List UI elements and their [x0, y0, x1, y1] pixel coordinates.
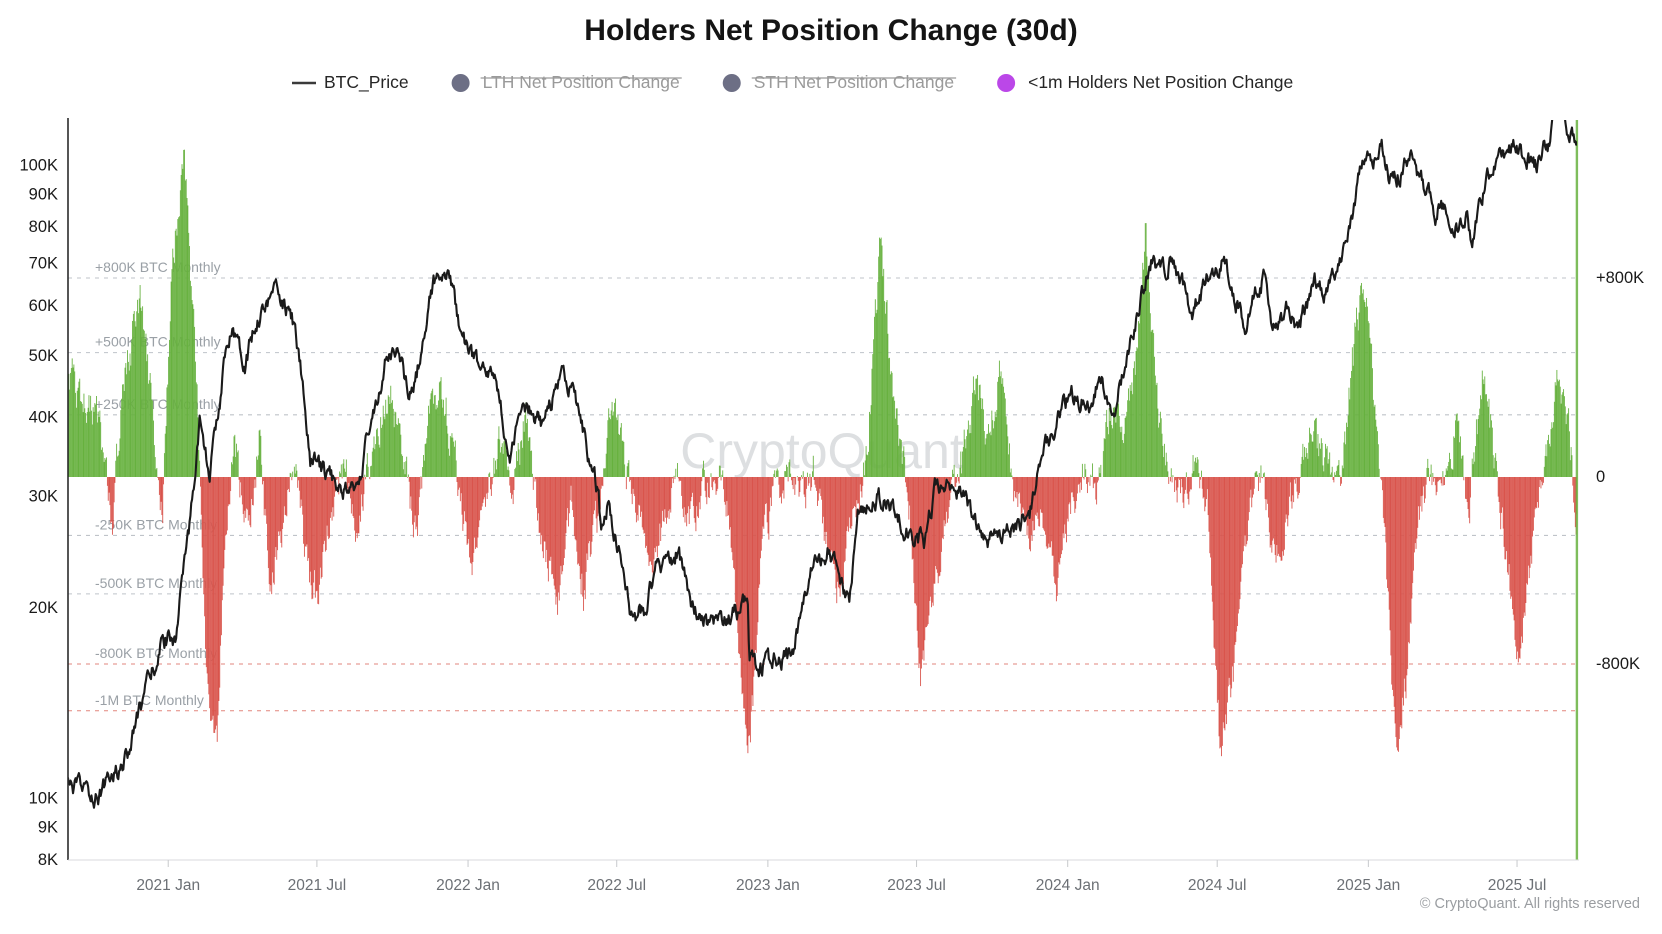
svg-text:STH Net Position Change: STH Net Position Change — [754, 72, 954, 92]
svg-text:BTC_Price: BTC_Price — [324, 72, 409, 93]
svg-text:0: 0 — [1596, 468, 1605, 486]
svg-text:70K: 70K — [29, 255, 58, 273]
svg-text:40K: 40K — [29, 408, 58, 426]
svg-text:+500K BTC Monthly: +500K BTC Monthly — [95, 334, 221, 350]
svg-text:-800K: -800K — [1596, 655, 1640, 673]
svg-text:50K: 50K — [29, 347, 58, 365]
svg-text:2022 Jul: 2022 Jul — [587, 877, 646, 894]
svg-text:2024 Jan: 2024 Jan — [1036, 877, 1100, 894]
svg-text:2023 Jul: 2023 Jul — [887, 877, 946, 894]
svg-text:+800K BTC Monthly: +800K BTC Monthly — [95, 259, 221, 275]
svg-text:100K: 100K — [19, 157, 58, 175]
svg-text:2021 Jul: 2021 Jul — [288, 877, 347, 894]
svg-text:2021 Jan: 2021 Jan — [136, 877, 200, 894]
svg-text:2025 Jan: 2025 Jan — [1336, 877, 1400, 894]
svg-text:2023 Jan: 2023 Jan — [736, 877, 800, 894]
svg-text:2024 Jul: 2024 Jul — [1188, 877, 1247, 894]
svg-text:<1m Holders Net Position Chang: <1m Holders Net Position Change — [1028, 72, 1293, 92]
svg-text:LTH Net Position Change: LTH Net Position Change — [483, 72, 680, 92]
svg-text:90K: 90K — [29, 185, 58, 203]
svg-text:+800K: +800K — [1596, 269, 1644, 287]
svg-text:80K: 80K — [29, 218, 58, 236]
svg-text:8K: 8K — [38, 851, 58, 869]
svg-text:Holders Net Position Change (3: Holders Net Position Change (30d) — [584, 14, 1077, 47]
svg-text:30K: 30K — [29, 488, 58, 506]
svg-text:10K: 10K — [29, 790, 58, 808]
svg-text:2025 Jul: 2025 Jul — [1488, 877, 1547, 894]
svg-text:20K: 20K — [29, 599, 58, 617]
svg-text:-800K BTC Monthly: -800K BTC Monthly — [95, 645, 217, 661]
svg-text:+250K BTC Monthly: +250K BTC Monthly — [95, 396, 221, 412]
svg-text:-500K BTC Monthly: -500K BTC Monthly — [95, 575, 217, 591]
svg-text:© CryptoQuant. All rights rese: © CryptoQuant. All rights reserved — [1420, 896, 1640, 912]
svg-text:9K: 9K — [38, 819, 58, 837]
svg-text:-1M BTC Monthly: -1M BTC Monthly — [95, 692, 204, 708]
svg-text:60K: 60K — [29, 297, 58, 315]
svg-text:2022 Jan: 2022 Jan — [436, 877, 500, 894]
